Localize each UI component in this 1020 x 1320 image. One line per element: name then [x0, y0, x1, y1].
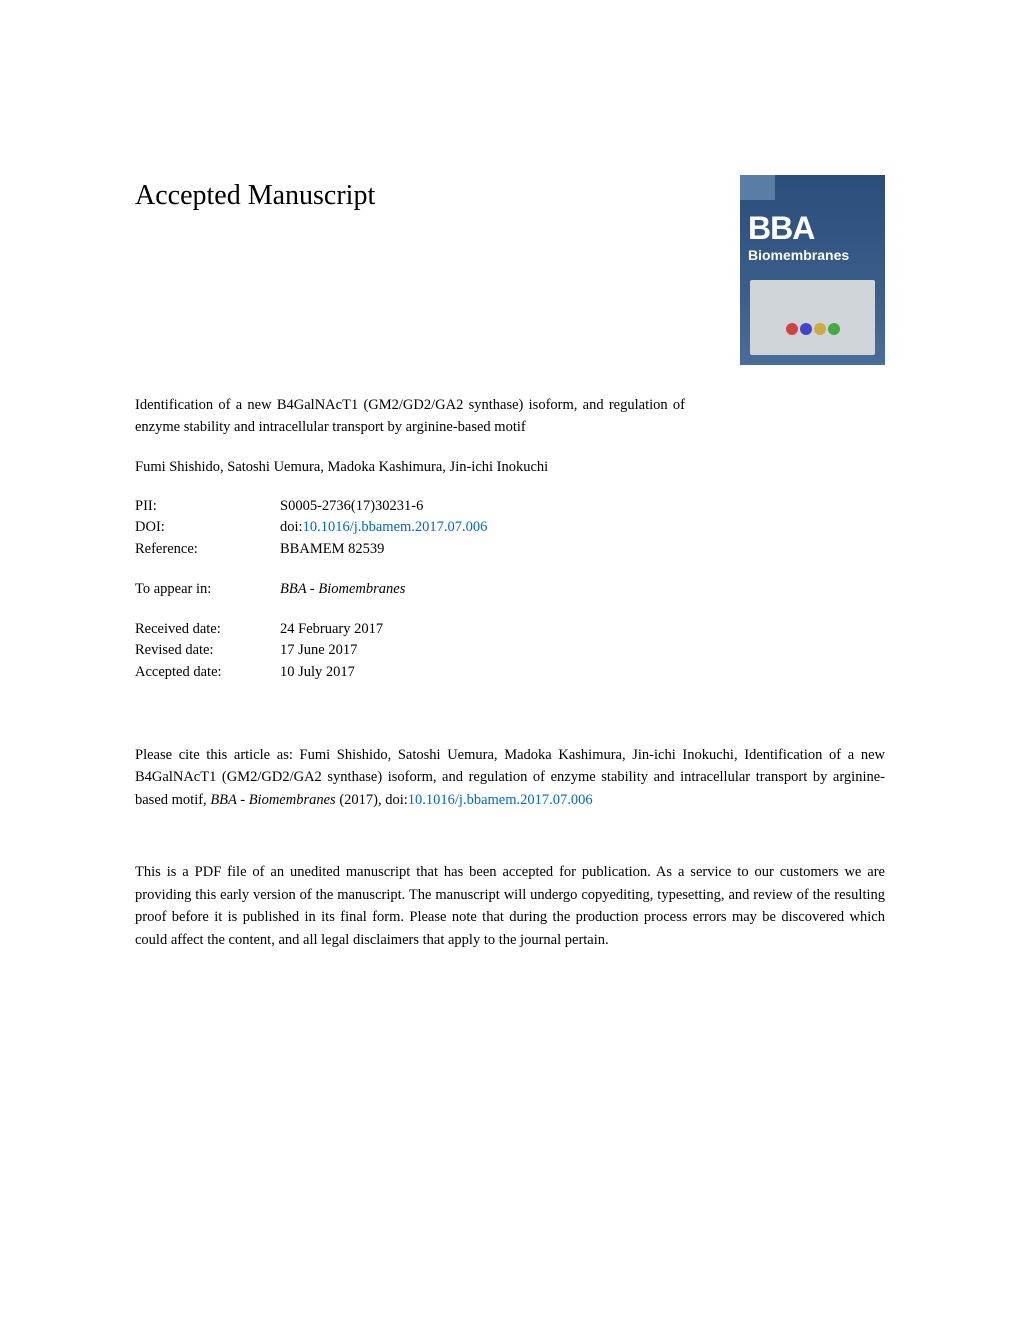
cover-subtitle: Biomembranes	[748, 247, 849, 263]
molecule-icon	[814, 323, 826, 335]
pii-value: S0005-2736(17)30231-6	[280, 496, 423, 518]
reference-value: BBAMEM 82539	[280, 539, 384, 561]
disclaimer-paragraph: This is a PDF file of an unedited manusc…	[135, 861, 885, 951]
meta-row-doi: DOI: doi:10.1016/j.bbamem.2017.07.006	[135, 517, 885, 539]
molecule-icon	[828, 323, 840, 335]
journal-cover-thumbnail: BBA Biomembranes	[740, 175, 885, 365]
header-row: Accepted Manuscript BBA Biomembranes	[135, 180, 885, 365]
molecule-icon	[800, 323, 812, 335]
accepted-label: Accepted date:	[135, 662, 280, 684]
citation-paragraph: Please cite this article as: Fumi Shishi…	[135, 744, 885, 811]
appear-label: To appear in:	[135, 579, 280, 601]
citation-doi-link[interactable]: 10.1016/j.bbamem.2017.07.006	[408, 792, 593, 808]
pii-label: PII:	[135, 496, 280, 518]
received-label: Received date:	[135, 619, 280, 641]
revised-value: 17 June 2017	[280, 640, 357, 662]
accepted-value: 10 July 2017	[280, 662, 355, 684]
accepted-manuscript-heading: Accepted Manuscript	[135, 180, 375, 212]
citation-year: (2017), doi:	[336, 792, 408, 808]
doi-label: DOI:	[135, 517, 280, 539]
meta-row-appear: To appear in: BBA - Biomembranes	[135, 579, 885, 601]
appear-value: BBA - Biomembranes	[280, 579, 405, 601]
revised-label: Revised date:	[135, 640, 280, 662]
cover-corner-decoration	[740, 175, 775, 200]
metadata-table: PII: S0005-2736(17)30231-6 DOI: doi:10.1…	[135, 496, 885, 684]
citation-journal: BBA - Biomembranes	[210, 792, 335, 808]
article-title: Identification of a new B4GalNAcT1 (GM2/…	[135, 395, 685, 439]
meta-row-pii: PII: S0005-2736(17)30231-6	[135, 496, 885, 518]
received-value: 24 February 2017	[280, 619, 383, 641]
doi-link[interactable]: 10.1016/j.bbamem.2017.07.006	[303, 519, 488, 535]
cover-molecules-decoration	[786, 323, 840, 335]
meta-row-reference: Reference: BBAMEM 82539	[135, 539, 885, 561]
reference-label: Reference:	[135, 539, 280, 561]
molecule-icon	[786, 323, 798, 335]
meta-row-accepted: Accepted date: 10 July 2017	[135, 662, 885, 684]
article-authors: Fumi Shishido, Satoshi Uemura, Madoka Ka…	[135, 459, 885, 476]
cover-molecular-image	[750, 280, 875, 355]
doi-prefix: doi:	[280, 519, 303, 535]
doi-value: doi:10.1016/j.bbamem.2017.07.006	[280, 517, 487, 539]
cover-title-abbrev: BBA	[748, 210, 814, 247]
meta-row-received: Received date: 24 February 2017	[135, 619, 885, 641]
meta-row-revised: Revised date: 17 June 2017	[135, 640, 885, 662]
